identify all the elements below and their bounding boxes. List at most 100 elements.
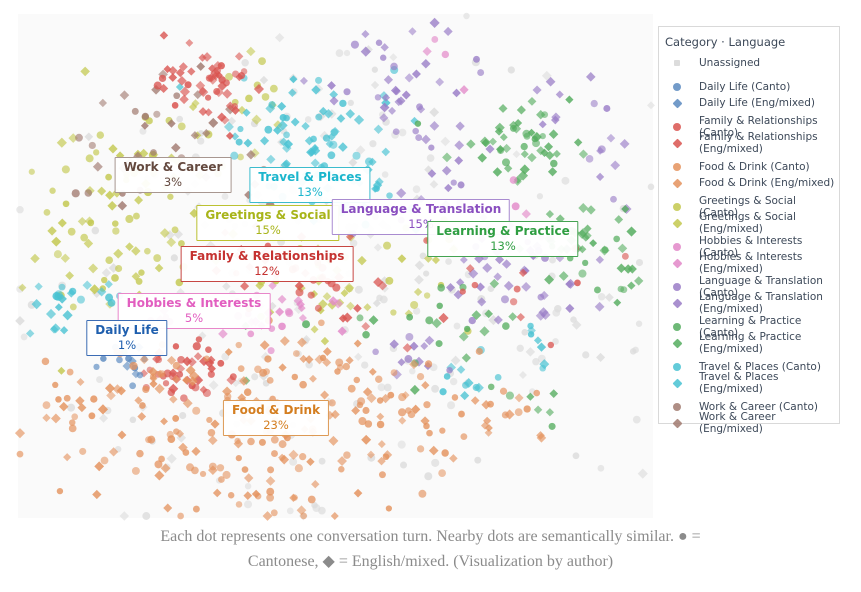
- data-point: [150, 149, 157, 156]
- legend-item: Learning & Practice (Canto): [663, 315, 835, 339]
- data-point: [458, 331, 469, 342]
- data-point: [582, 259, 589, 267]
- data-point: [397, 254, 407, 264]
- data-point: [217, 112, 227, 122]
- data-point: [266, 487, 275, 496]
- data-point: [57, 218, 67, 228]
- data-point: [314, 304, 322, 312]
- legend-item-label: Learning & Practice (Eng/mixed): [699, 331, 802, 355]
- data-point: [222, 282, 231, 291]
- data-point: [472, 383, 480, 392]
- data-point: [230, 151, 239, 160]
- data-point: [334, 368, 341, 375]
- data-point: [552, 338, 559, 345]
- data-point: [599, 245, 610, 256]
- data-point: [582, 351, 590, 359]
- data-point: [80, 233, 89, 242]
- data-point: [484, 309, 493, 319]
- data-point: [412, 127, 419, 135]
- data-point: [224, 348, 233, 356]
- data-point: [222, 79, 230, 87]
- data-point: [322, 292, 332, 301]
- data-point: [420, 416, 430, 426]
- data-point: [159, 228, 170, 238]
- data-point: [369, 140, 377, 148]
- data-point: [202, 52, 212, 62]
- data-point: [398, 416, 407, 425]
- data-point: [532, 357, 540, 366]
- data-point: [459, 255, 468, 264]
- data-point: [240, 281, 250, 291]
- legend-item-label: Language & Translation (Eng/mixed): [699, 291, 823, 315]
- data-point: [378, 471, 386, 479]
- data-point: [509, 298, 518, 306]
- data-point: [527, 326, 536, 335]
- data-point: [154, 460, 163, 469]
- data-point: [94, 461, 105, 472]
- legend-item: Food & Drink (Eng/mixed): [663, 175, 835, 191]
- data-point: [267, 466, 275, 474]
- data-point: [100, 355, 107, 362]
- data-point: [170, 254, 178, 262]
- cluster-label-text: Family & Relationships: [189, 249, 345, 263]
- data-point: [637, 468, 648, 479]
- data-point: [536, 110, 546, 120]
- data-point: [527, 96, 537, 106]
- data-point: [499, 133, 508, 142]
- data-point: [349, 239, 358, 248]
- data-point: [444, 183, 453, 193]
- data-point: [318, 319, 325, 327]
- data-point: [237, 365, 245, 372]
- data-point: [471, 281, 479, 289]
- data-point: [597, 145, 606, 154]
- data-point: [555, 214, 565, 224]
- data-point: [435, 77, 445, 87]
- data-point: [299, 380, 307, 389]
- data-point: [548, 422, 556, 430]
- data-point: [279, 137, 289, 147]
- data-point: [397, 440, 406, 449]
- data-point: [632, 415, 641, 424]
- data-point: [347, 384, 356, 393]
- data-point: [208, 380, 219, 391]
- data-point: [279, 114, 287, 122]
- data-point: [501, 143, 512, 154]
- data-point: [311, 85, 321, 95]
- legend-item: Learning & Practice (Eng/mixed): [663, 331, 835, 355]
- data-point: [42, 413, 51, 422]
- data-point: [465, 264, 475, 273]
- data-point: [449, 377, 458, 386]
- data-point: [421, 134, 431, 145]
- data-point: [171, 226, 179, 234]
- data-point: [138, 269, 145, 276]
- data-point: [261, 93, 270, 101]
- data-point: [275, 307, 285, 317]
- data-point: [235, 138, 243, 146]
- data-point: [88, 141, 96, 150]
- data-point: [160, 463, 171, 474]
- data-point: [647, 183, 655, 191]
- data-point: [383, 241, 392, 250]
- data-point: [204, 357, 215, 368]
- data-point: [328, 296, 339, 306]
- data-point: [223, 121, 234, 132]
- data-point: [199, 470, 207, 478]
- data-point: [558, 271, 569, 281]
- data-point: [431, 255, 440, 265]
- data-point: [613, 235, 621, 243]
- data-point: [20, 333, 28, 341]
- data-point: [105, 256, 114, 265]
- data-point: [116, 356, 123, 364]
- data-point: [459, 288, 466, 295]
- legend-item: Greetings & Social (Canto): [663, 195, 835, 219]
- circle-marker-icon: [663, 283, 691, 291]
- data-point: [596, 352, 606, 362]
- data-point: [164, 230, 175, 240]
- data-point: [254, 365, 262, 374]
- data-point: [166, 237, 177, 248]
- data-point: [108, 447, 119, 457]
- data-point: [173, 92, 181, 100]
- circle-marker-icon: [663, 323, 691, 331]
- data-point: [234, 437, 241, 445]
- data-point: [332, 283, 341, 292]
